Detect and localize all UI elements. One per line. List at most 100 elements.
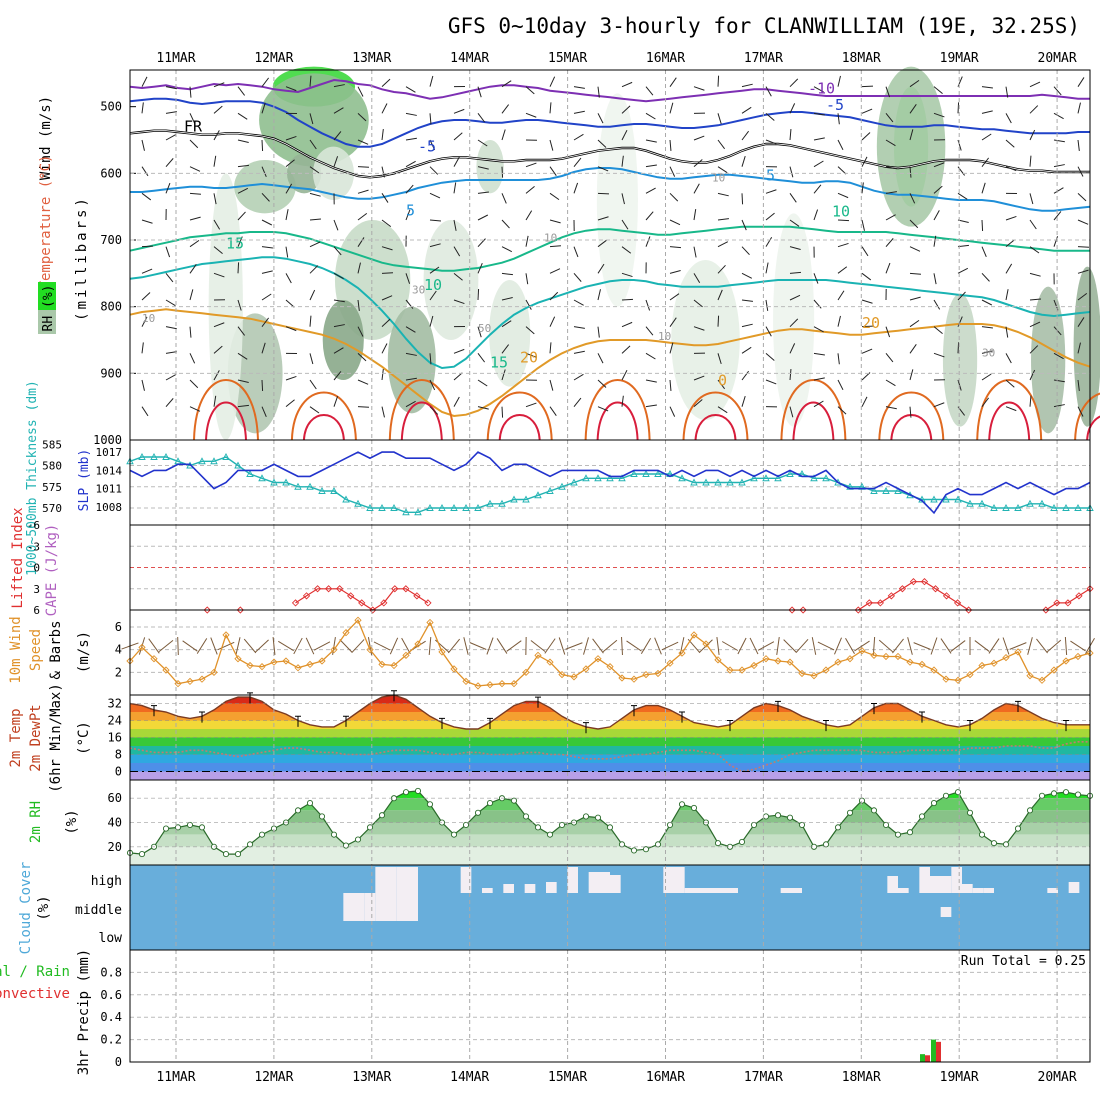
date-label-bottom: 13MAR: [352, 1070, 391, 1085]
date-label-top: 13MAR: [352, 51, 391, 66]
rh-contour-label: 10: [658, 330, 671, 343]
wind10m-tick-label: 6: [115, 620, 122, 634]
wind10m-barb: [722, 642, 738, 651]
date-label-bottom: 11MAR: [156, 1070, 195, 1085]
wind10m-barb: [255, 640, 268, 652]
rh2m-point: [607, 825, 612, 830]
wind10m-barb: [314, 642, 330, 650]
rh2m-point: [1063, 790, 1068, 795]
wind10m-barb: [374, 642, 390, 650]
cloud-gap: [951, 867, 962, 893]
date-label-bottom: 12MAR: [254, 1070, 293, 1085]
pressure-axis-label: (millibars): [74, 195, 90, 321]
li-tick-label: -3: [27, 540, 40, 553]
contour-label: 15: [490, 353, 508, 371]
precip-total-bar: [931, 1040, 936, 1062]
wind10m-barb: [402, 638, 411, 654]
wind10m-barb: [197, 638, 207, 653]
rh2m-point: [871, 808, 876, 813]
rh2m-point: [883, 822, 888, 827]
contour-label: 10: [832, 203, 850, 221]
total-rain-label: Total / Rain: [0, 964, 70, 980]
temp2m-label: 2m Temp: [8, 708, 24, 767]
wind10m-label: 10m Wind: [8, 616, 24, 683]
wind10m-barb: [758, 642, 774, 651]
slp-tick-label: 1008: [96, 501, 123, 514]
precip-convective-bar: [936, 1042, 941, 1062]
thickness-tick-label: 580: [42, 460, 62, 473]
li-line: [858, 582, 968, 610]
wind10m-barb: [1065, 637, 1066, 655]
wind10m-barb: [236, 637, 240, 655]
temp-tick-label: 8: [115, 748, 122, 762]
rh2m-point: [547, 832, 552, 837]
rh-axis-label: RH (%): [41, 285, 56, 332]
rh2m-point: [319, 814, 324, 819]
wind-side-labels: 10m Wind Speed & Barbs (m/s): [8, 616, 92, 683]
rh2m-point: [535, 825, 540, 830]
contour-label: -5: [418, 137, 436, 155]
date-label-top: 16MAR: [646, 51, 685, 66]
pressure-tick-label: 700: [100, 233, 122, 247]
wind10m-barb: [340, 640, 353, 653]
date-label-top: 12MAR: [254, 51, 293, 66]
rh2m-point: [943, 793, 948, 798]
wind10m-barb: [497, 638, 507, 653]
rh2m-point: [859, 798, 864, 803]
precip-tick-label: 0.2: [100, 1033, 122, 1047]
wind10m-barb: [448, 639, 459, 653]
rh2m-point: [739, 839, 744, 844]
convective-label: Convective: [0, 986, 70, 1002]
wind10m-barb: [294, 638, 302, 654]
rh2m-point: [967, 810, 972, 815]
precip-tick-label: 0.6: [100, 988, 122, 1002]
rh2m-point: [979, 832, 984, 837]
cloud-gap: [941, 907, 952, 917]
li-tick-label: -6: [27, 519, 40, 532]
li-tick-label: 6: [33, 604, 40, 617]
wind10m-barb: [487, 638, 493, 655]
run-total-label: Run Total = 0.25: [961, 954, 1086, 969]
rh2m-point: [343, 843, 348, 848]
chart-title: GFS 0~10day 3-hourly for CLANWILLIAM (19…: [448, 14, 1080, 38]
rh2m-point: [1075, 792, 1080, 797]
date-label-bottom: 17MAR: [744, 1070, 783, 1085]
rh2m-point: [1003, 842, 1008, 847]
cloud-gap: [610, 875, 621, 893]
rh2m-point: [799, 822, 804, 827]
cloud-gap: [887, 876, 898, 893]
slp-tick-label: 1014: [96, 464, 123, 477]
rh2m-point: [355, 837, 360, 842]
wind10m-speed-label: Speed: [28, 629, 44, 671]
wind-barb: [1078, 247, 1089, 248]
rh2m-point: [583, 814, 588, 819]
rh2m-point: [331, 832, 336, 837]
cape-axis-label: CAPE (J/kg): [44, 524, 60, 617]
date-label-top: 20MAR: [1038, 51, 1077, 66]
wind10m-barb: [390, 638, 397, 654]
precip-convective-bar: [925, 1055, 930, 1062]
cloud-gap: [930, 876, 951, 893]
cloud-gap: [973, 888, 984, 893]
wind10m-barb: [975, 641, 989, 652]
rh2m-point: [475, 810, 480, 815]
wind10m-barb: [470, 642, 487, 649]
upper-side-labels: Wind (m/s) Temperature (°C) RH (%) (mill…: [38, 96, 90, 334]
rh-tick-label: 40: [108, 816, 122, 830]
wind-barb: [382, 273, 393, 274]
thickness-tick-label: 585: [42, 438, 62, 451]
rh-shading: [323, 300, 364, 380]
rh2m-point: [379, 813, 384, 818]
minmax-label: (6hr Min/Max): [48, 683, 64, 793]
cloud-gap: [685, 888, 738, 893]
wind10m-tick-label: 2: [115, 665, 122, 679]
rh2m-point: [247, 842, 252, 847]
rh2m-point: [931, 800, 936, 805]
rh2m-point: [775, 813, 780, 818]
rh-band: [130, 847, 1090, 865]
rh2m-point: [907, 830, 912, 835]
